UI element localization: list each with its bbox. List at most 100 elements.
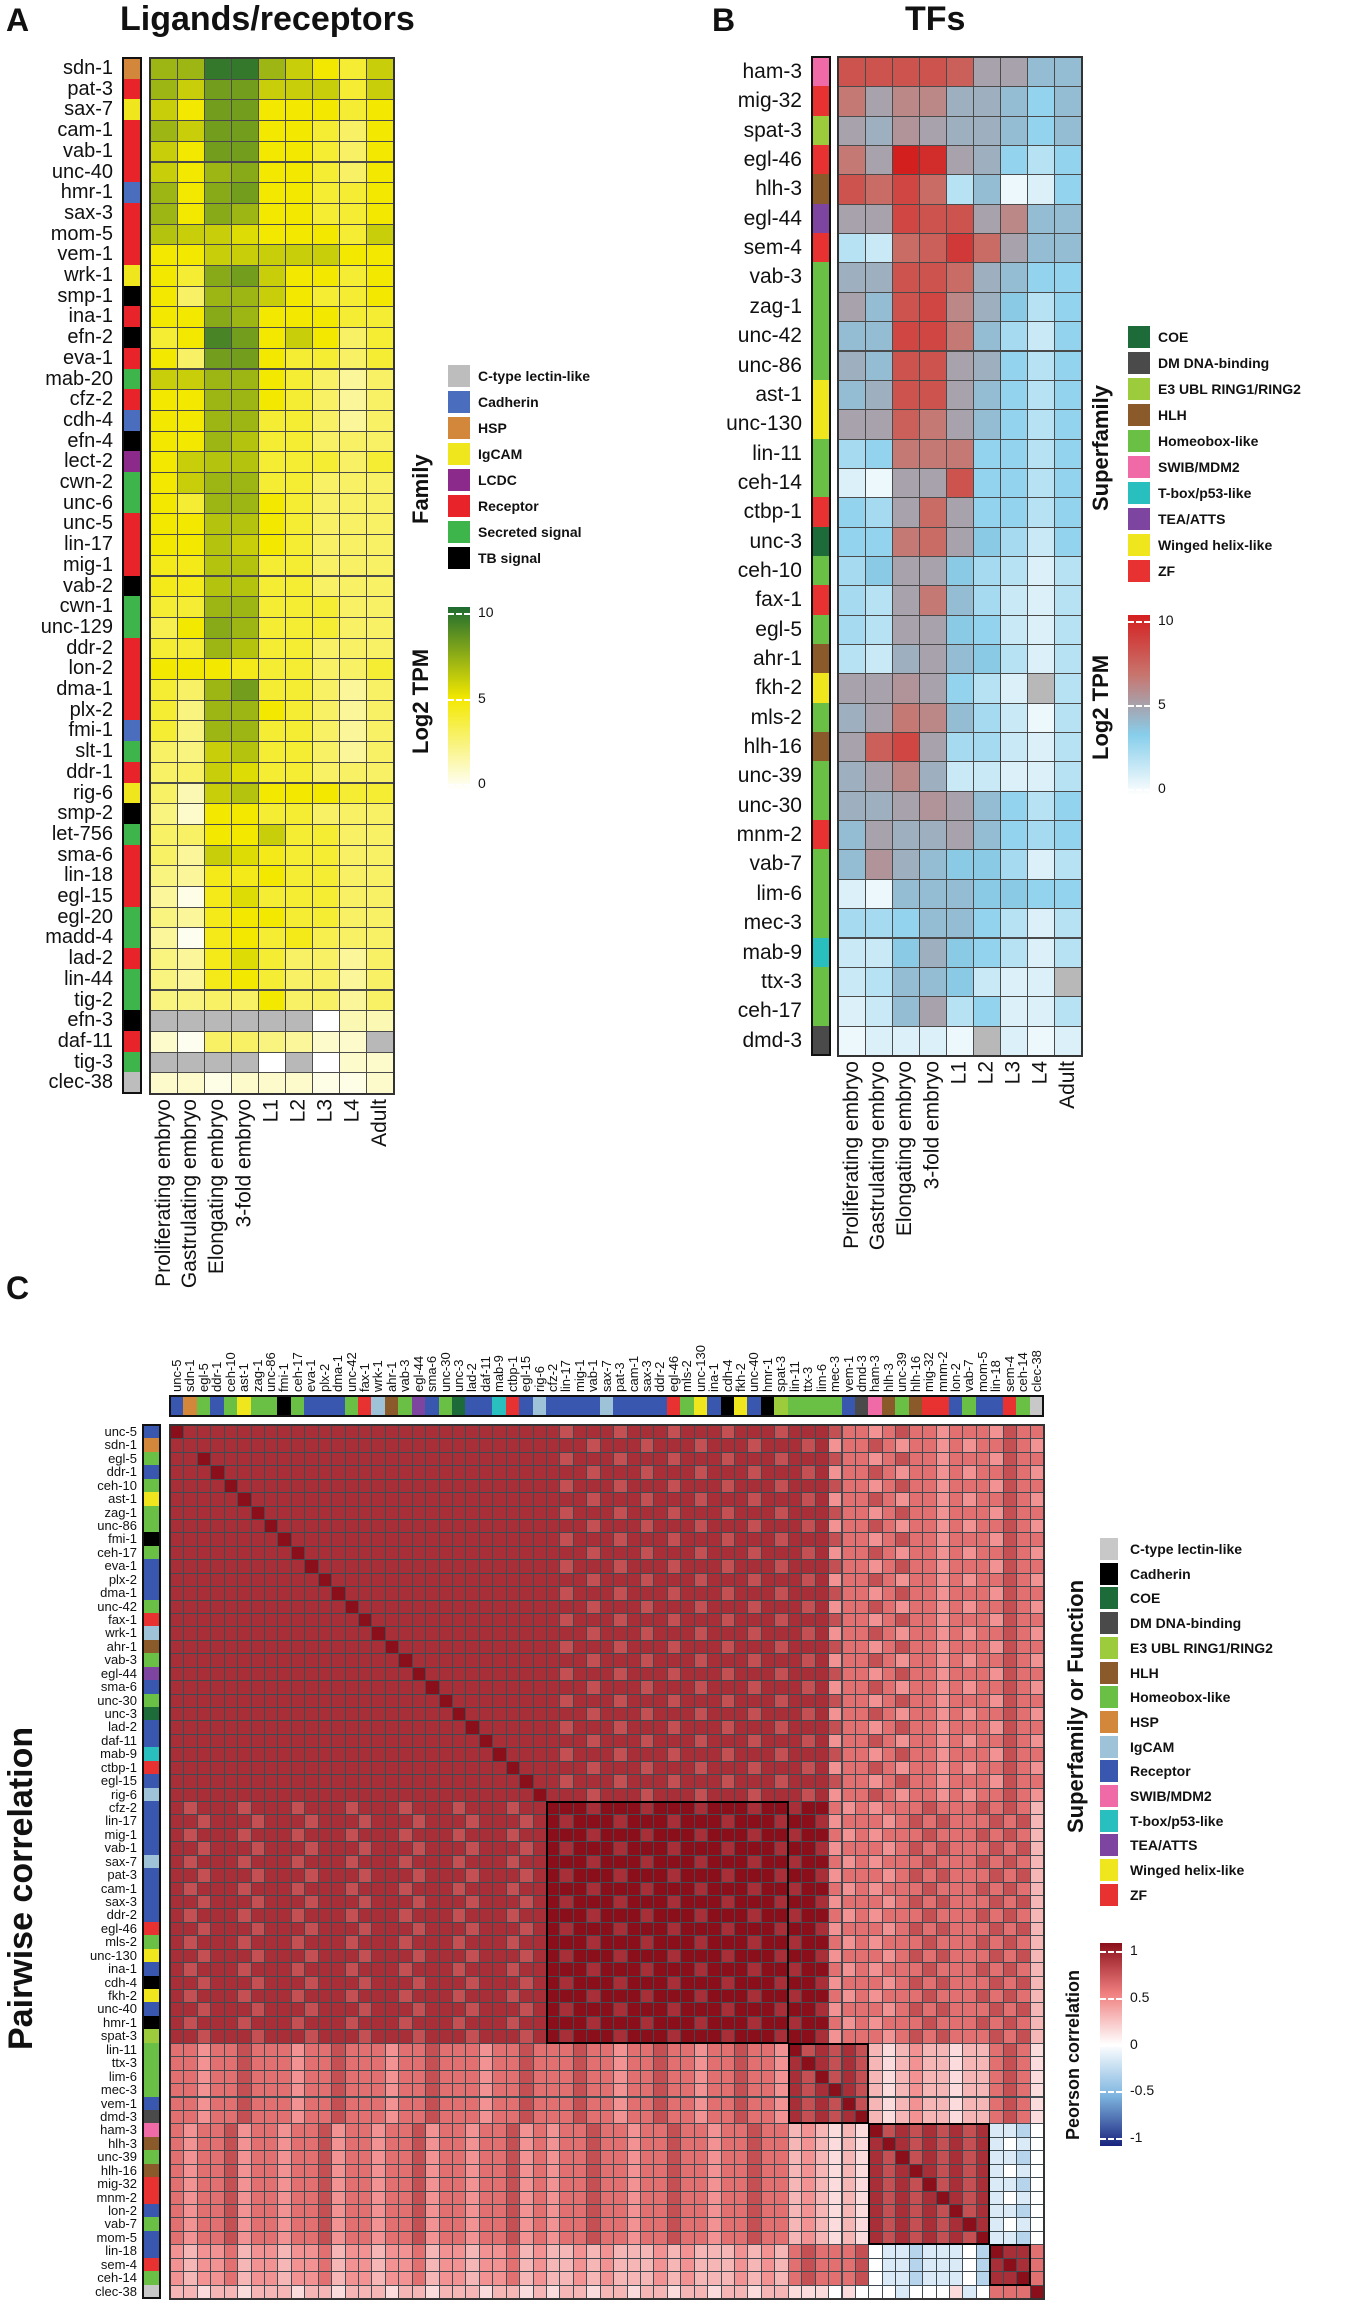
correlation-cell — [774, 1613, 789, 1628]
correlation-cell — [237, 1586, 252, 1601]
family-annotation-cell — [812, 203, 830, 234]
colorbar-title: Log2 TPM — [408, 648, 433, 754]
correlation-cell — [519, 2029, 534, 2044]
correlation-cell — [989, 1559, 1004, 1574]
heatmap-cell — [177, 989, 205, 1012]
correlation-cell — [707, 1707, 722, 1722]
correlation-cell — [599, 1921, 615, 1937]
correlation-cell — [613, 1425, 628, 1440]
correlation-cell — [734, 1733, 749, 1749]
correlation-cell — [572, 2136, 588, 2152]
correlation-cell — [747, 2029, 762, 2044]
correlation-cell — [922, 1908, 937, 1923]
correlation-cell — [787, 2163, 803, 2179]
correlation-cell — [734, 1626, 749, 1641]
correlation-cell — [962, 2163, 977, 2179]
correlation-cell — [465, 1989, 480, 2004]
correlation-cell — [734, 1827, 749, 1843]
correlation-cell — [989, 1572, 1004, 1588]
correlation-cell — [425, 1438, 440, 1453]
correlation-cell — [854, 2015, 870, 2031]
heatmap-cell — [919, 878, 947, 910]
correlation-cell — [599, 1519, 615, 1534]
correlation-cell — [546, 1451, 561, 1467]
correlation-cell — [465, 1586, 480, 1601]
heatmap-cell — [1054, 321, 1082, 352]
correlation-cell — [707, 2109, 722, 2125]
correlation-cell — [505, 1962, 521, 1977]
correlation-cell — [277, 1545, 292, 1561]
heatmap-cell — [1027, 614, 1055, 645]
correlation-cell — [881, 2190, 897, 2205]
correlation-cell — [438, 1519, 454, 1534]
correlation-cell — [492, 1948, 507, 1964]
correlation-cell — [223, 2109, 239, 2125]
correlation-cell — [331, 2056, 346, 2071]
correlation-cell — [707, 1935, 722, 1950]
correlation-cell — [948, 2069, 964, 2085]
correlation-cell — [1029, 1801, 1044, 1816]
correlation-cell — [210, 2029, 225, 2044]
correlation-cell — [1029, 1854, 1044, 1870]
correlation-cell — [452, 1868, 467, 1883]
correlation-cell — [358, 1505, 373, 1520]
correlation-cell — [734, 1451, 749, 1467]
correlation-cell — [868, 2109, 883, 2125]
correlation-cell — [465, 1425, 480, 1440]
heatmap-cell — [285, 306, 313, 329]
correlation-cell — [264, 1827, 279, 1843]
heatmap-cell — [231, 1051, 259, 1074]
correlation-cell — [653, 1425, 668, 1440]
column-annotation-cell — [935, 1396, 950, 1416]
correlation-cell — [666, 2150, 682, 2165]
correlation-cell — [613, 1720, 628, 1735]
correlation-cell — [975, 1693, 991, 1709]
heatmap-cell — [285, 596, 313, 618]
correlation-cell — [640, 1492, 655, 1507]
correlation-cell — [975, 1801, 991, 1816]
correlation-cell — [532, 1747, 548, 1762]
correlation-cell — [868, 2136, 883, 2152]
correlation-cell — [398, 1760, 413, 1776]
correlation-cell — [975, 1975, 991, 1991]
correlation-cell — [196, 1545, 212, 1561]
row-gene-label: lim-6 — [108, 2068, 137, 2084]
correlation-cell — [895, 1733, 910, 1749]
heatmap-cell — [919, 438, 947, 469]
correlation-cell — [210, 2083, 225, 2098]
correlation-cell — [787, 1975, 803, 1991]
correlation-cell — [411, 1505, 427, 1520]
correlation-cell — [304, 1653, 319, 1668]
correlation-cell — [546, 1492, 561, 1507]
correlation-cell — [277, 1626, 292, 1641]
gene-label: dma-1 — [56, 678, 113, 700]
heatmap-cell — [339, 844, 367, 867]
stage-label: Adult — [367, 1099, 391, 1147]
correlation-cell — [452, 1908, 467, 1923]
correlation-cell — [250, 1653, 265, 1668]
correlation-cell — [653, 1962, 668, 1977]
correlation-cell — [344, 2150, 359, 2165]
correlation-cell — [1016, 2083, 1031, 2098]
correlation-cell — [492, 1854, 507, 1870]
correlation-cell — [774, 2123, 789, 2138]
correlation-cell — [586, 2015, 601, 2031]
heatmap-cell — [946, 1025, 974, 1056]
correlation-cell — [1002, 2123, 1018, 2138]
correlation-cell — [317, 1707, 333, 1722]
correlation-cell — [317, 1492, 333, 1507]
heatmap-cell — [919, 262, 947, 293]
correlation-cell — [787, 1774, 803, 1789]
row-gene-label: hlh-16 — [100, 2162, 137, 2178]
correlation-cell — [532, 1948, 548, 1964]
correlation-cell — [613, 1881, 628, 1897]
correlation-cell — [747, 2002, 762, 2017]
correlation-cell — [438, 2015, 454, 2031]
heatmap-cell — [919, 702, 947, 734]
correlation-cell — [398, 2190, 413, 2205]
correlation-cell — [465, 1801, 480, 1816]
correlation-cell — [828, 1626, 843, 1641]
correlation-cell — [331, 1666, 346, 1682]
correlation-cell — [720, 1975, 736, 1991]
correlation-cell — [492, 1733, 507, 1749]
